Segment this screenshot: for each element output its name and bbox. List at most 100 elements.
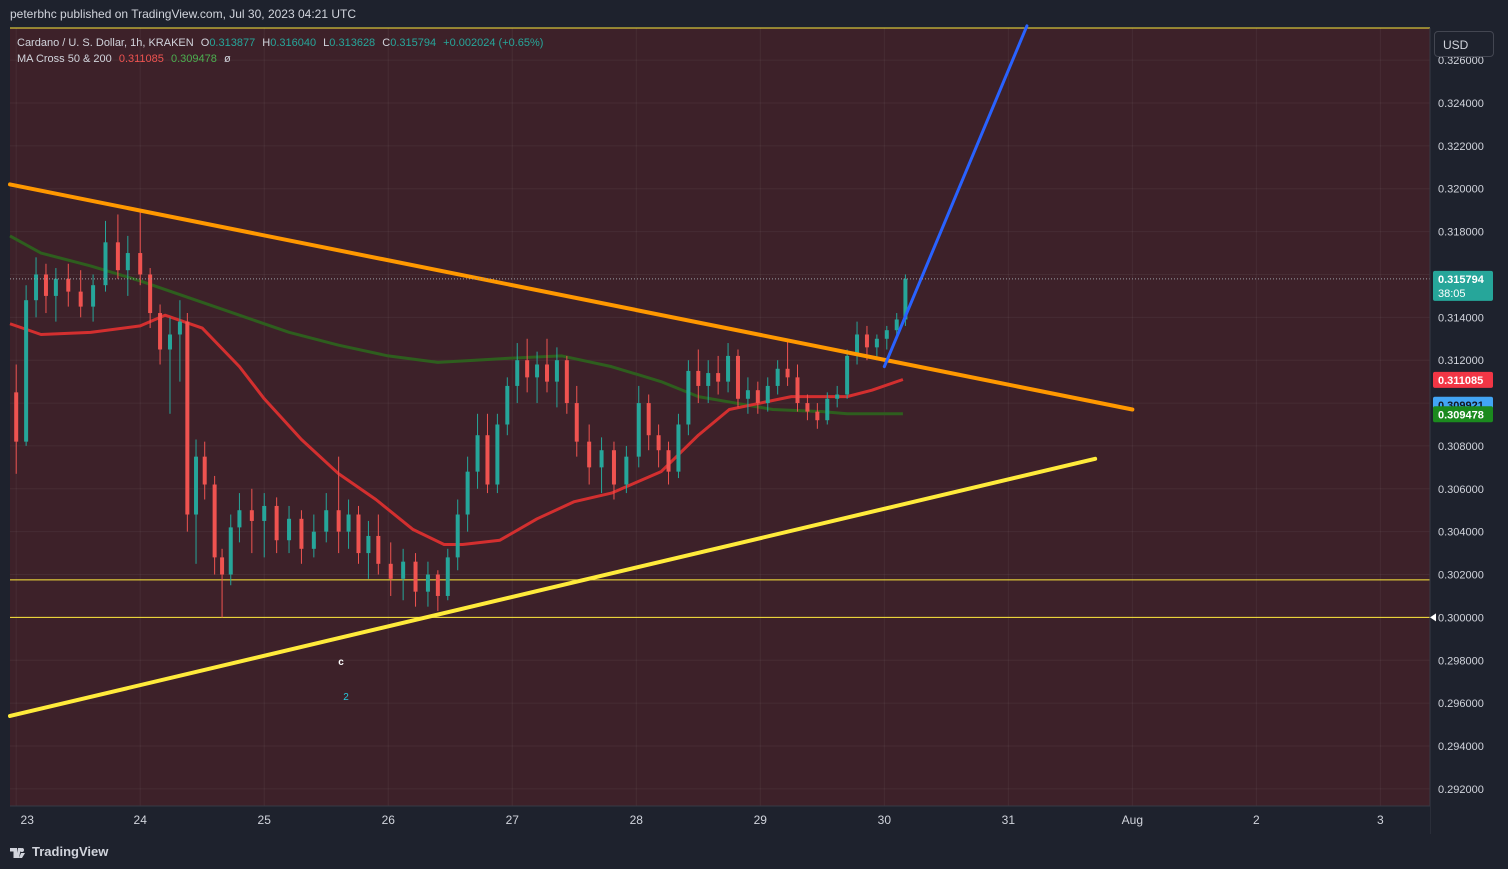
resistance-trendline[interactable] — [8, 182, 1135, 412]
candle-body — [274, 505, 279, 541]
tradingview-brand: TradingView — [32, 844, 109, 859]
ma200-value: 0.309478 — [170, 53, 217, 65]
publisher-line: peterbhc published on TradingView.com, J… — [10, 7, 356, 21]
trendlines[interactable] — [8, 24, 1135, 718]
candle-body — [228, 527, 233, 575]
candle-body — [624, 456, 629, 485]
candle-body — [676, 424, 681, 472]
price-tick-label: 0.298000 — [1438, 655, 1484, 667]
candle-body — [262, 505, 267, 521]
candle-body — [311, 531, 316, 549]
time-tick-label: 23 — [21, 813, 35, 827]
price-tick-label: 0.312000 — [1438, 355, 1484, 367]
candle-body — [324, 510, 329, 532]
candle-body — [825, 398, 830, 421]
projection-trendline[interactable] — [882, 24, 1029, 369]
price-axis[interactable] — [1430, 28, 1508, 834]
candle-body — [587, 441, 592, 468]
change-value: +0.002024 (+0.65%) — [443, 37, 544, 49]
wave-label-c: c — [338, 657, 344, 668]
time-tick-label: 27 — [506, 813, 520, 827]
candle-body — [148, 274, 153, 314]
time-tick-label: 24 — [134, 813, 148, 827]
candle-body — [495, 424, 500, 485]
symbol-row: Cardano / U. S. Dollar, 1h, KRAKEN O0.31… — [17, 35, 547, 51]
candle-body — [177, 321, 182, 335]
candle-body — [14, 392, 19, 442]
candle-body — [34, 274, 39, 301]
ma50-badge-bg — [1433, 371, 1493, 388]
price-tick-label: 0.314000 — [1438, 312, 1484, 324]
candle-body — [765, 385, 770, 404]
support-trendline[interactable] — [8, 456, 1098, 718]
candle-body — [903, 278, 908, 320]
candle-body — [43, 274, 48, 296]
candle-body — [115, 242, 120, 271]
candle-body — [646, 403, 651, 436]
candle-body — [835, 394, 840, 399]
ma50-line — [9, 313, 904, 547]
candle-body — [125, 253, 130, 271]
legend: Cardano / U. S. Dollar, 1h, KRAKEN O0.31… — [17, 35, 547, 67]
candle-body — [91, 285, 96, 307]
candle-body — [666, 450, 671, 472]
candle-body — [465, 471, 470, 515]
candle-body — [845, 355, 850, 395]
indicator-name[interactable]: MA Cross 50 & 200 — [17, 53, 112, 65]
footer-bar: TradingView — [0, 834, 1508, 869]
candle-body — [611, 450, 616, 485]
price-tick-label: 0.302000 — [1438, 570, 1484, 582]
time-tick-label: Aug — [1122, 813, 1143, 827]
tradingview-logo[interactable]: TradingView — [10, 844, 108, 859]
time-tick-label: 28 — [630, 813, 644, 827]
tradingview-logo-icon — [10, 847, 25, 858]
candle-body — [894, 319, 899, 331]
candle-body — [53, 278, 58, 296]
candle-body — [805, 403, 810, 412]
currency-button[interactable]: USD — [1434, 31, 1494, 57]
candle-body — [485, 435, 490, 485]
close-value: C0.315794 — [382, 37, 437, 49]
time-tick-label: 2 — [1253, 813, 1260, 827]
price-tick-label: 0.322000 — [1438, 141, 1484, 153]
candle-body — [696, 370, 701, 386]
candle-body — [376, 535, 381, 564]
candle-body — [686, 370, 691, 425]
candle-body — [706, 373, 711, 386]
time-tick-label: 30 — [878, 813, 892, 827]
symbol-name[interactable]: Cardano / U. S. Dollar, 1h, KRAKEN — [17, 37, 194, 49]
candle-body — [212, 484, 217, 558]
candle-body — [356, 514, 361, 554]
candle-body — [599, 450, 604, 468]
candle-body — [884, 330, 889, 339]
candle-body — [220, 557, 225, 575]
price-tick-label: 0.326000 — [1438, 55, 1484, 67]
candle-body — [716, 373, 721, 382]
candle-body — [544, 364, 549, 382]
candle-body — [795, 377, 800, 404]
candle-body — [735, 355, 740, 399]
candle-body — [299, 518, 304, 549]
candle-body — [726, 355, 731, 382]
settings-icon[interactable]: ø — [223, 53, 231, 65]
candle-body — [249, 510, 254, 521]
publisher-bar: peterbhc published on TradingView.com, J… — [0, 0, 1508, 28]
candle-body — [194, 456, 199, 515]
price-tick-label: 0.308000 — [1438, 441, 1484, 453]
candle-body — [185, 321, 190, 515]
time-axis[interactable] — [10, 806, 1430, 834]
candle-body — [535, 364, 540, 378]
ma200-badge-bg — [1433, 406, 1493, 423]
candle-body — [775, 368, 780, 386]
candle-body — [138, 253, 143, 275]
candle-body — [515, 360, 520, 386]
ma200-badge: 0.309478 — [1438, 409, 1484, 421]
candle-body — [864, 334, 869, 348]
open-value: O0.313877 — [200, 37, 256, 49]
candle-body — [745, 390, 750, 399]
price-tick-label: 0.296000 — [1438, 698, 1484, 710]
indicator-row: MA Cross 50 & 200 0.311085 0.309478 ø — [17, 51, 547, 67]
price-tick-label: 0.320000 — [1438, 184, 1484, 196]
